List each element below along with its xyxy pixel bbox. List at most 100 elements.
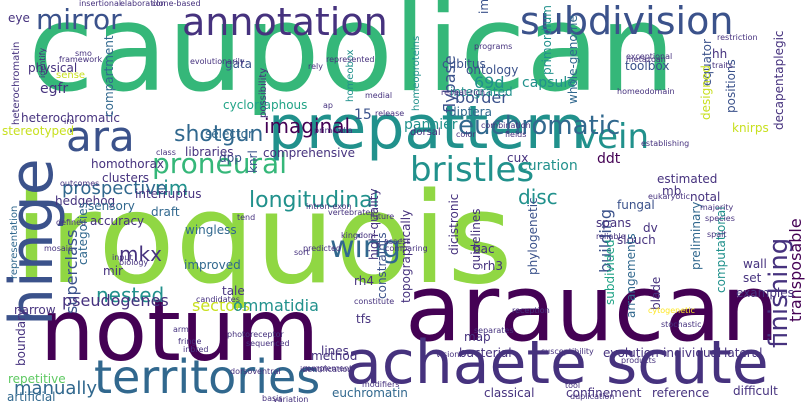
word-decapentaplegic: decapentaplegic: [772, 30, 786, 131]
word-categories: categories: [76, 202, 90, 265]
word-cytogenetic: cytogenetic: [648, 306, 695, 315]
word-capsule: capsule: [522, 75, 576, 91]
word-assess: assess: [384, 237, 411, 246]
word-dorsoventral: dorsoventral: [230, 367, 281, 376]
word-homeoproteins: homeoproteins: [411, 35, 422, 111]
word-repeat-rich: repeat-rich: [441, 88, 485, 97]
word-improved: improved: [184, 258, 241, 272]
word-annotation: annotation: [182, 0, 388, 44]
word-shotgun: shotgun: [174, 122, 264, 147]
word-topographically: topographically: [399, 209, 413, 303]
word-homeodomain: homeodomain: [617, 87, 675, 96]
word-individual: individual: [663, 346, 722, 360]
word-ap: ap: [323, 101, 333, 110]
word-future: future: [370, 212, 395, 221]
word-euchromatin: euchromatin: [332, 386, 408, 400]
word-selector: selector: [205, 127, 253, 141]
word-constitute: constitute: [354, 297, 395, 306]
word-hh: hh: [712, 47, 728, 61]
word-vertebrates: vertebrates: [328, 208, 375, 217]
word-designed: designed: [699, 65, 713, 120]
word-guidelines: guidelines: [469, 208, 483, 270]
word-confinement: confinement: [566, 386, 642, 400]
word-tend: tend: [237, 213, 256, 222]
word-compartment: compartment: [102, 35, 116, 117]
word-primordia: primordia: [314, 126, 353, 135]
word-caupolican: caupolican: [28, 0, 676, 119]
word-susceptibility: susceptibility: [541, 347, 594, 356]
word-homothorax: homothorax: [91, 157, 165, 171]
word-eukaryotic: eukaryotic: [648, 192, 691, 201]
word-curation: curation: [520, 158, 578, 174]
word-egfr: egfr: [40, 81, 69, 97]
word-euchromatic: euchromatic: [458, 111, 621, 141]
word-longitudinal: longitudinal: [249, 188, 379, 213]
word-release: release: [375, 109, 405, 118]
word-vision: vision: [436, 350, 460, 359]
word-restriction: restriction: [717, 33, 758, 42]
word-tfs: tfs: [356, 312, 372, 326]
word-sense: sense: [56, 70, 86, 81]
word-num15: 15: [354, 107, 372, 123]
word-araucan: araucan: [405, 255, 780, 362]
word-fields: fields: [505, 130, 527, 139]
word-classical: classical: [484, 386, 535, 400]
word-comprehensive: comprehensive: [263, 146, 355, 160]
word-kingdom: kingdom: [341, 231, 376, 240]
word-class: class: [156, 148, 176, 157]
word-iroquois: iroquois: [14, 165, 513, 312]
word-prepattern: prepattern: [268, 93, 587, 163]
word-spans: spans: [596, 216, 632, 230]
word-bac: bac: [473, 242, 495, 256]
word-majority: majority: [700, 203, 734, 212]
word-heterochromatic: heterochromatic: [21, 111, 120, 125]
word-dicistronic: dicistronic: [447, 193, 461, 255]
word-programs: programs: [474, 42, 513, 51]
word-heterochromatin: heterochromatin: [11, 41, 22, 125]
word-vein: vein: [577, 117, 650, 157]
word-basis: basis: [262, 394, 283, 403]
word-spalt: spalt: [707, 230, 727, 239]
word-wingless: wingless: [185, 223, 237, 237]
word-rh3: rh3: [483, 259, 503, 273]
word-combination: combination: [481, 121, 531, 130]
word-sort: sort: [294, 248, 310, 257]
word-establishing: establishing: [641, 139, 690, 148]
word-set: set: [743, 271, 762, 285]
word-reliable: reliable: [596, 232, 626, 241]
word-smo: smo: [75, 49, 92, 58]
word-cux: cux: [507, 151, 529, 165]
word-fungal: fungal: [617, 198, 655, 212]
word-input: input: [112, 253, 133, 262]
word-stochastic: stochastic: [661, 320, 702, 329]
word-method: method: [311, 349, 358, 363]
word-iro: iro: [64, 117, 75, 126]
word-mosaic: mosaic: [44, 244, 73, 253]
word-subdivision: subdivision: [520, 0, 734, 43]
word-framework: framework: [59, 55, 103, 64]
word-sectors: sectors: [192, 296, 250, 315]
word-ddt: ddt: [597, 151, 621, 167]
word-evolutionarily: evolutionarily: [190, 57, 245, 66]
word-pannier: pannier: [404, 117, 458, 133]
word-bacterial: bacterial: [459, 346, 512, 360]
word-mkx: mkx: [119, 242, 162, 266]
word-disc: disc: [518, 185, 558, 209]
word-inbred: inbred: [183, 345, 209, 354]
word-phylogenetic: phylogenetic: [526, 197, 540, 275]
word-prospective: prospective: [62, 178, 168, 199]
word-boundary: boundary: [14, 308, 28, 366]
word-libraries: libraries: [185, 145, 234, 159]
word-tool: tool: [565, 381, 581, 390]
word-draft: draft: [151, 205, 180, 219]
word-complement: complement: [302, 364, 353, 373]
word-rim: rim: [155, 176, 189, 200]
word-ontology: ontology: [466, 63, 519, 77]
word-elaboration: elaboration: [120, 0, 166, 8]
word-represented: represented: [326, 55, 375, 64]
word-wing: wing: [330, 230, 401, 265]
word-color: color: [456, 130, 476, 139]
word-exceptional: exceptional: [626, 52, 673, 61]
word-ara: ara: [66, 112, 135, 161]
word-high-quality: high-quality: [367, 188, 381, 260]
